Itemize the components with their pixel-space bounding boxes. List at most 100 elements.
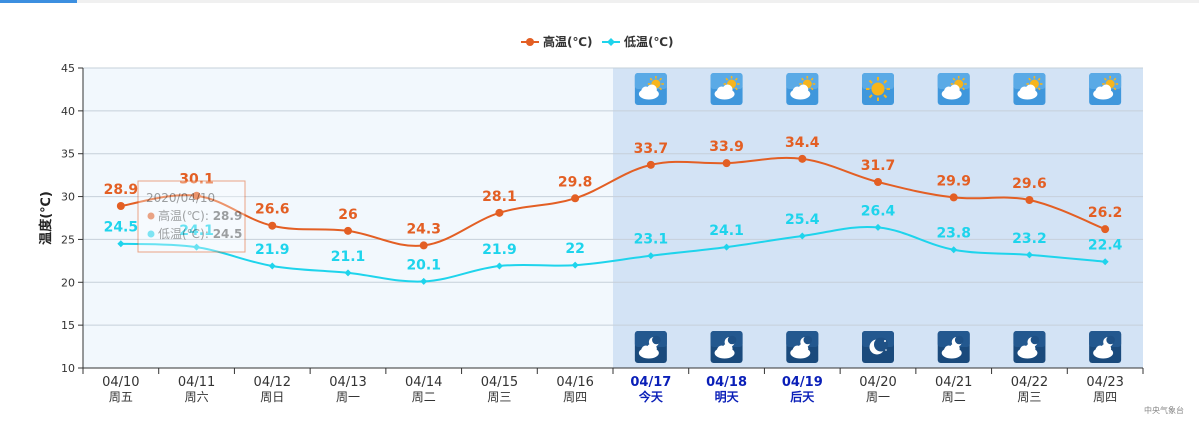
low-temp-point — [798, 232, 806, 240]
cloudy-night-icon — [937, 331, 970, 363]
high-temp-point — [1101, 225, 1110, 234]
tooltip: 2020/04/10 高温(℃): 28.9 低温(℃): 24.5 — [137, 180, 246, 253]
high-temp-point — [344, 226, 352, 235]
legend-label: 高温(℃) — [543, 34, 593, 49]
legend-label: 低温(℃) — [623, 34, 674, 49]
high-temp-label: 24.3 — [406, 221, 441, 237]
sunny-icon — [862, 73, 894, 105]
low-temp-point — [950, 246, 958, 254]
x-weekday-label: 周二 — [412, 390, 436, 404]
series-line-high — [120, 156, 1106, 247]
low-temp-label: 25.4 — [785, 212, 820, 228]
y-tick-label: 20 — [61, 276, 75, 289]
high-temp-label: 28.9 — [104, 182, 139, 198]
low-temp-point — [571, 261, 579, 269]
high-temp-point — [571, 194, 580, 203]
x-date-label: 04/15 — [481, 375, 518, 390]
high-temp-point — [722, 159, 731, 168]
credit-text: 中央气象台 — [1144, 405, 1184, 415]
high-temp-label: 29.6 — [1012, 176, 1047, 192]
x-date-label: 04/10 — [102, 375, 139, 390]
cloudy-night-icon — [786, 331, 819, 363]
low-temp-label: 21.9 — [255, 242, 290, 258]
high-temp-label: 31.7 — [861, 158, 896, 174]
x-weekday-label: 周一 — [336, 390, 360, 404]
clear-night-icon — [862, 331, 894, 363]
x-weekday-label: 周一 — [866, 390, 890, 404]
high-temp-point — [874, 178, 882, 186]
active-tab-indicator[interactable] — [0, 0, 77, 3]
x-weekday-label: 周六 — [185, 390, 209, 404]
low-temp-label: 23.1 — [634, 232, 669, 248]
x-weekday-label: 周四 — [1093, 390, 1117, 404]
x-date-label: 04/21 — [935, 375, 972, 390]
x-date-label: 04/16 — [556, 375, 593, 390]
partly-cloudy-day-icon — [937, 73, 970, 105]
y-tick-label: 10 — [61, 362, 75, 375]
partly-cloudy-day-icon — [786, 73, 819, 105]
series-line-low — [120, 225, 1106, 283]
y-tick-label: 35 — [61, 148, 75, 161]
high-temp-label: 26.2 — [1088, 205, 1123, 221]
y-tick-label: 30 — [61, 191, 75, 204]
low-temp-point — [874, 223, 882, 231]
top-rule — [0, 0, 1199, 3]
x-weekday-label: 周五 — [109, 390, 133, 404]
high-temp-label: 29.9 — [936, 173, 971, 189]
y-axis-title: 温度(℃) — [38, 191, 54, 245]
partly-cloudy-day-icon — [1089, 73, 1122, 105]
x-weekday-label: 周三 — [1017, 390, 1041, 404]
x-date-label: 04/14 — [405, 375, 442, 390]
low-temp-label: 21.9 — [482, 242, 517, 258]
x-weekday-label: 今天 — [638, 389, 664, 404]
high-temp-label: 26 — [338, 207, 357, 223]
x-weekday-label: 周二 — [942, 390, 966, 404]
x-weekday-label: 周四 — [563, 390, 587, 404]
tooltip-box — [137, 180, 246, 253]
cloudy-night-icon — [634, 331, 667, 363]
partly-cloudy-day-icon — [710, 73, 743, 105]
high-temp-label: 30.1 — [179, 172, 214, 188]
tooltip-row: 高温(℃): 28.9 — [158, 208, 242, 223]
cloudy-night-icon — [1013, 331, 1046, 363]
y-tick-label: 25 — [61, 233, 75, 246]
cloudy-night-icon — [1089, 331, 1122, 363]
high-temp-label: 26.6 — [255, 202, 290, 218]
high-temp-point — [495, 208, 504, 217]
low-temp-label: 24.5 — [104, 220, 139, 236]
low-temp-label: 26.4 — [861, 203, 896, 219]
partly-cloudy-day-icon — [1013, 73, 1046, 105]
low-temp-point — [647, 252, 655, 260]
high-temp-point — [798, 154, 807, 163]
x-weekday-label: 后天 — [790, 389, 815, 404]
x-date-label: 04/19 — [782, 375, 823, 390]
low-temp-point — [344, 269, 352, 277]
high-temp-label: 33.9 — [709, 139, 744, 155]
high-temp-point — [116, 202, 125, 210]
x-weekday-label: 周三 — [487, 390, 511, 404]
y-tick-label: 45 — [61, 62, 75, 75]
high-temp-point — [949, 193, 958, 202]
x-date-label: 04/23 — [1086, 375, 1123, 390]
tooltip-row: 低温(℃): 24.5 — [158, 227, 242, 241]
x-date-label: 04/17 — [630, 375, 671, 390]
cloudy-night-icon — [710, 331, 743, 363]
x-date-label: 04/12 — [254, 375, 291, 390]
high-temp-point — [1025, 196, 1034, 204]
x-date-label: 04/18 — [706, 375, 747, 390]
low-temp-point — [268, 262, 276, 270]
low-temp-label: 22 — [565, 241, 584, 257]
low-temp-label: 23.8 — [936, 226, 971, 242]
high-temp-label: 34.4 — [785, 135, 820, 151]
y-tick-label: 15 — [61, 319, 75, 332]
low-temp-label: 20.1 — [406, 257, 441, 273]
y-tick-label: 40 — [61, 105, 75, 118]
partly-cloudy-day-icon — [634, 73, 667, 105]
low-temp-label: 22.4 — [1088, 238, 1123, 254]
low-temp-point — [117, 240, 125, 248]
high-temp-label: 28.1 — [482, 189, 517, 205]
legend-item-high: 高温(℃) — [521, 34, 593, 49]
x-date-label: 04/11 — [178, 375, 215, 390]
legend-item-low: 低温(℃) — [602, 34, 674, 49]
